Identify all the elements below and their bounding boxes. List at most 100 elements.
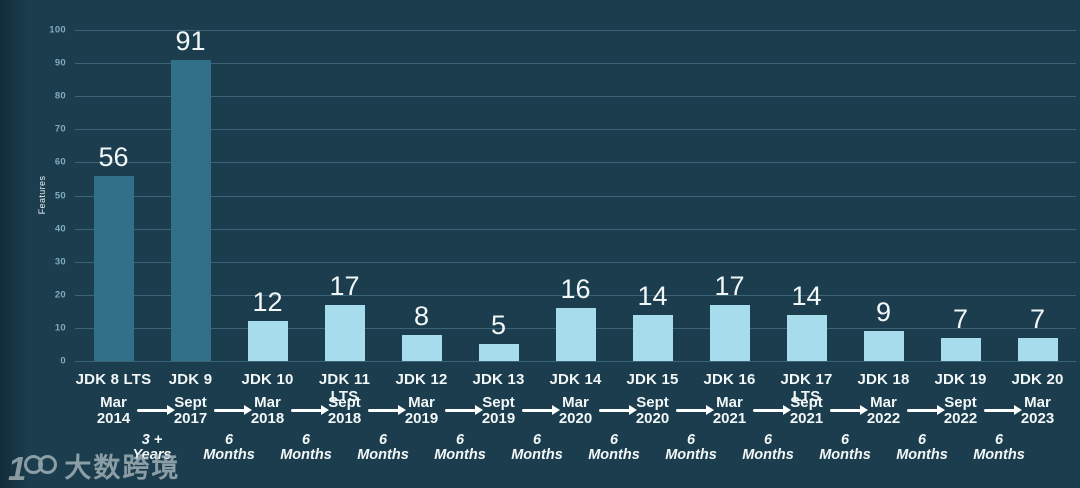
interval-value: 6 [917,432,927,448]
timeline-arrow [752,405,791,415]
interval-unit: Months [357,447,409,463]
bar-column: 56 [75,30,152,361]
y-gridline [75,195,1076,197]
release-year: 2020 [635,410,670,427]
release-year: 2019 [404,410,439,427]
release-date: Mar 2021 [691,394,791,427]
bar-value-label: 56 [98,141,129,172]
release-interval: 6 Months [807,433,884,463]
timeline-arrow [983,405,1022,415]
x-category-label: JDK 17 LTS [780,371,833,405]
y-tick-label: 90 [54,57,66,69]
y-gridline [75,96,1076,98]
bar [786,314,827,361]
interval-value: 6 [763,432,773,448]
release-date: Sept 2021 [768,394,868,427]
release-date: Sept 2020 [614,394,714,427]
release-month: Mar [1024,394,1051,411]
x-category-label: JDK 18 [857,371,910,388]
bar-value-label: 7 [952,303,969,334]
interval-unit: Months [203,447,255,463]
bar-column: 5 [460,30,537,361]
bar-value-label: 17 [329,270,360,301]
release-year: 2023 [1020,410,1055,427]
bar-column: 17 [691,30,768,361]
interval-value: 6 [994,432,1004,448]
plot-area: 0 10 20 30 40 50 60 70 80 90 100 56 91 12 17 8 5 16 14 17 14… [49,25,1076,367]
bar-column: 9 [845,30,922,361]
interval-value: 6 [686,432,696,448]
interval-unit: Months [665,447,717,463]
release-interval: 6 Months [499,433,576,463]
x-category-label: JDK 13 [472,371,525,388]
interval-value: 3 + [141,432,163,448]
release-interval: 6 Months [576,433,653,463]
bar [401,334,442,361]
x-category-label: JDK 14 [549,371,602,388]
release-year: 2020 [558,410,593,427]
interval-unit: Months [434,447,486,463]
y-tick-label: 0 [60,355,66,367]
release-date: Sept 2018 [306,395,406,427]
release-interval: 3 + Years [114,433,191,463]
interval-value: 6 [840,432,850,448]
bar-column: 17 [306,30,383,361]
release-interval: 6 Months [345,433,422,463]
bar-column: 12 [229,30,306,361]
bar [247,321,288,361]
release-month: Mar [870,394,897,411]
y-gridline [75,30,1076,31]
bar [170,59,211,361]
interval-unit: Years [132,447,172,463]
bar [1017,337,1058,361]
release-date: Mar 2020 [537,395,637,427]
release-month: Mar [254,394,281,411]
release-year: 2017 [173,410,208,427]
release-month: Sept [174,394,207,411]
release-month: Sept [790,394,823,411]
release-month: Sept [636,394,669,411]
x-category-label: JDK 16 [703,371,756,388]
bar [93,175,134,361]
y-gridline [75,294,1076,296]
y-tick-label: 80 [54,90,66,102]
release-interval: 6 Months [422,433,499,463]
timeline-arrow [136,405,175,415]
bar-column: 8 [383,30,460,361]
interval-unit: Months [280,447,332,463]
x-category-label: JDK 19 [934,371,987,388]
bar-value-label: 16 [560,274,591,305]
y-gridline [75,361,1076,362]
y-tick-label: 10 [54,322,66,334]
release-date: Sept 2019 [460,395,560,427]
release-interval: 6 Months [191,433,268,463]
interval-unit: Months [742,447,794,463]
bar-value-label: 14 [791,280,822,311]
y-gridline [75,63,1076,65]
release-date: Mar 2014 [75,395,175,427]
bar-value-label: 8 [413,300,430,331]
release-year: 2018 [250,410,285,427]
bar-value-label: 17 [714,270,745,301]
bar [709,304,750,361]
bar-column: 91 [152,26,229,361]
watermark-logo: 1 大数跨境 [8,452,180,485]
release-intervals-row: 3 + Years 6 Months 6 Months 6 Months 6 Months 6 Mon… [114,433,1038,463]
release-year: 2014 [96,410,131,427]
x-category-label: JDK 20 [1011,371,1064,388]
y-axis-title: Features [37,175,47,215]
bar-value-label: 5 [490,310,507,341]
interval-value: 6 [378,432,388,448]
release-date: Mar 2018 [229,394,329,427]
interval-value: 6 [532,432,542,448]
y-tick-label: 30 [54,256,66,268]
timeline-arrow [675,405,714,415]
watermark-100-icon: 1 [8,452,58,485]
timeline-arrow [906,405,945,415]
release-month: Sept [944,394,977,411]
bar [632,314,673,361]
timeline-arrow [290,405,329,415]
release-month: Mar [716,394,743,411]
bar-value-label: 9 [875,297,892,328]
release-year: 2019 [481,410,516,427]
